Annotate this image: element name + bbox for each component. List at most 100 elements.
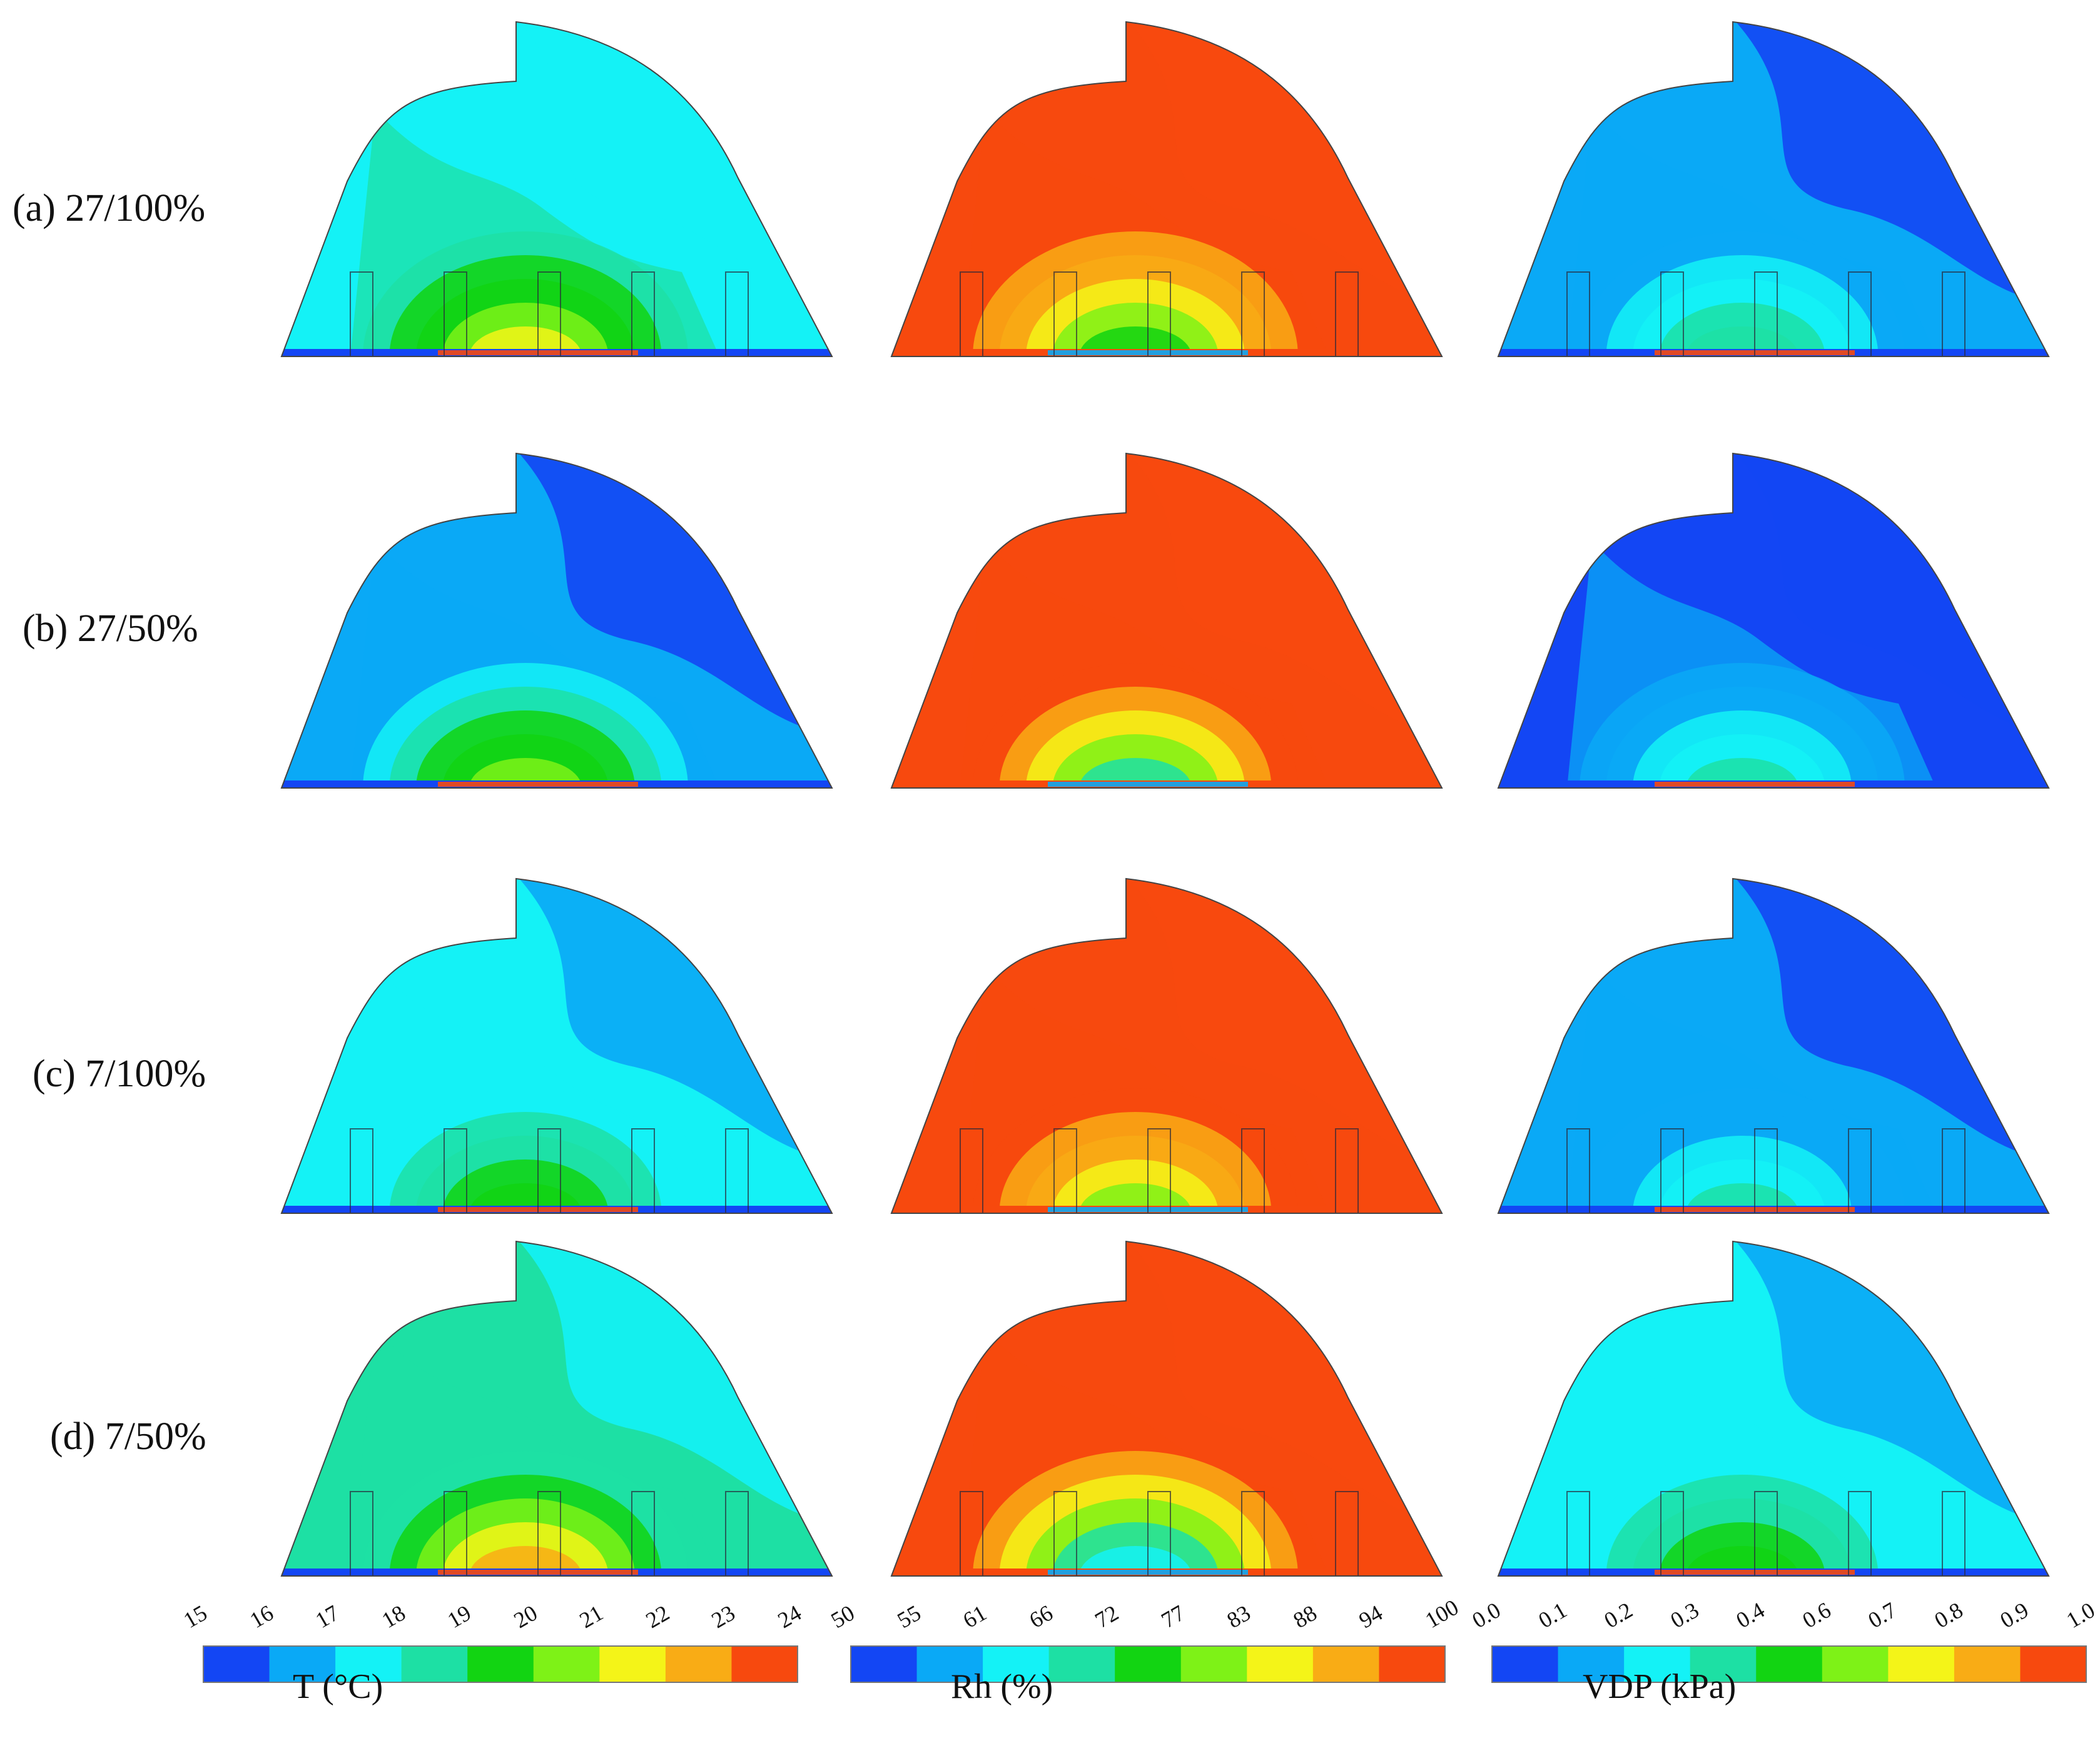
floor-gradient-band bbox=[469, 1183, 582, 1213]
plant-row-outline bbox=[1848, 271, 1872, 356]
floor-gradient-band bbox=[1659, 303, 1825, 356]
plant-row-outline bbox=[960, 1491, 983, 1576]
plant-row-outline bbox=[1335, 1491, 1359, 1576]
greenhouse-outline bbox=[890, 1240, 1443, 1577]
floor-gradient-band bbox=[469, 758, 582, 788]
colorbar-humidity-segment bbox=[916, 1646, 983, 1682]
colorbar-vdp-segment bbox=[1888, 1646, 1955, 1682]
plant-row-outline bbox=[537, 1128, 561, 1213]
plant-row-outline bbox=[537, 1491, 561, 1576]
plant-row-outline bbox=[1566, 1491, 1590, 1576]
plant-row-outline bbox=[960, 271, 983, 356]
colorbar-vdp-segment bbox=[1624, 1646, 1691, 1682]
row-label-d: (d) 7/50% bbox=[50, 1415, 206, 1458]
floor-gradient-band bbox=[442, 1159, 609, 1213]
plant-row-outline bbox=[725, 271, 749, 356]
colorbar-temperature-segment bbox=[467, 1646, 534, 1682]
floor-gradient-band bbox=[1079, 1183, 1192, 1213]
row-label-c: (c) 7/100% bbox=[33, 1053, 206, 1095]
contour-panel-a-0 bbox=[282, 22, 832, 356]
plant-row-outline bbox=[631, 271, 655, 356]
floor-gradient-band bbox=[442, 303, 609, 356]
colorbar-temperature-segment bbox=[401, 1646, 468, 1682]
plant-row-outline bbox=[444, 271, 467, 356]
plant-row-outline bbox=[631, 1491, 655, 1576]
floor-gradient-band bbox=[469, 1546, 582, 1576]
floor-gradient-band bbox=[1052, 1159, 1219, 1213]
colorbar-humidity-frame bbox=[850, 1645, 1446, 1683]
plant-row-outline bbox=[1053, 271, 1077, 356]
contour-panels bbox=[280, 21, 2050, 1577]
plant-row-outline bbox=[350, 1128, 373, 1213]
floor-gradient-band bbox=[1052, 734, 1219, 788]
contour-panel-d-0 bbox=[282, 1241, 832, 1576]
floor-gradient-band bbox=[1659, 1522, 1825, 1576]
greenhouse-outline bbox=[280, 877, 833, 1214]
colorbar-vdp-segment bbox=[1822, 1646, 1889, 1682]
plant-row-outline bbox=[1848, 1128, 1872, 1213]
floor-gradient-band bbox=[1079, 758, 1192, 788]
floor-hot-strip bbox=[438, 782, 638, 787]
colorbar-humidity-segment bbox=[1379, 1646, 1446, 1682]
floor-hot-strip bbox=[1655, 782, 1855, 787]
row-label-a: (a) 27/100% bbox=[13, 187, 206, 230]
plant-row-outline bbox=[631, 1128, 655, 1213]
plant-row-outline bbox=[444, 1128, 467, 1213]
greenhouse-outline bbox=[280, 452, 833, 789]
floor-gradient-band bbox=[1079, 1546, 1192, 1576]
plant-row-outline bbox=[1660, 271, 1684, 356]
greenhouse-outline bbox=[280, 1240, 833, 1577]
plant-row-outline bbox=[1848, 1491, 1872, 1576]
contour-panel-a-1 bbox=[891, 22, 1442, 356]
colorbars bbox=[203, 1645, 2087, 1683]
colorbar-temperature-segment bbox=[731, 1646, 798, 1682]
colorbar-humidity-segment bbox=[1247, 1646, 1314, 1682]
colorbar-temperature-segment bbox=[269, 1646, 336, 1682]
floor-gradient-band bbox=[1659, 1159, 1825, 1213]
greenhouse-outline bbox=[1497, 877, 2050, 1214]
plant-row-outline bbox=[537, 271, 561, 356]
colorbar-vdp-segment bbox=[2020, 1646, 2087, 1682]
colorbar-temperature-segment bbox=[599, 1646, 666, 1682]
colorbar-humidity-segment bbox=[851, 1646, 918, 1682]
plant-row-outline bbox=[1053, 1128, 1077, 1213]
floor-gradient-band bbox=[1659, 734, 1825, 788]
plant-row-outline bbox=[1942, 1491, 1966, 1576]
floor-gradient-band bbox=[1686, 758, 1798, 788]
row-label-b: (b) 27/50% bbox=[23, 607, 198, 650]
greenhouse-outline bbox=[1497, 21, 2050, 357]
plant-row-outline bbox=[1241, 1128, 1265, 1213]
plant-row-outline bbox=[1942, 271, 1966, 356]
colorbar-temperature-frame bbox=[203, 1645, 798, 1683]
floor-gradient-band bbox=[469, 326, 582, 356]
greenhouse-outline bbox=[890, 21, 1443, 357]
greenhouse-outline bbox=[890, 877, 1443, 1214]
colorbar-temperature-segment bbox=[203, 1646, 270, 1682]
floor-gradient-band bbox=[442, 734, 609, 788]
plant-row-outline bbox=[1754, 1128, 1778, 1213]
greenhouse-outline bbox=[280, 21, 833, 357]
colorbar-humidity-segment bbox=[983, 1646, 1050, 1682]
colorbar-humidity-segment bbox=[1180, 1646, 1247, 1682]
plant-row-outline bbox=[1241, 1491, 1265, 1576]
plant-row-outline bbox=[350, 1491, 373, 1576]
colorbar-temperature-segment bbox=[533, 1646, 600, 1682]
colorbar-vdp-segment bbox=[1954, 1646, 2021, 1682]
floor-gradient-band bbox=[442, 1522, 609, 1576]
colorbar-temperature-segment bbox=[665, 1646, 732, 1682]
plant-row-outline bbox=[1053, 1491, 1077, 1576]
colorbar-title-humidity: Rh (%) bbox=[951, 1667, 1053, 1706]
floor-gradient-band bbox=[1686, 326, 1798, 356]
colorbar-humidity-segment bbox=[1048, 1646, 1115, 1682]
contour-panel-b-2 bbox=[1498, 453, 2049, 788]
contour-panel-a-2 bbox=[1498, 22, 2049, 356]
plant-row-outline bbox=[1335, 1128, 1359, 1213]
greenhouse-outline bbox=[890, 452, 1443, 789]
floor-gradient-band bbox=[1052, 1522, 1219, 1576]
colorbar-vdp-segment bbox=[1558, 1646, 1625, 1682]
plant-row-outline bbox=[1660, 1491, 1684, 1576]
colorbar-title-vdp: VDP (kPa) bbox=[1583, 1667, 1737, 1706]
plant-row-outline bbox=[1147, 271, 1171, 356]
contour-panel-b-0 bbox=[282, 453, 832, 788]
floor-gradient-band bbox=[1052, 303, 1219, 356]
